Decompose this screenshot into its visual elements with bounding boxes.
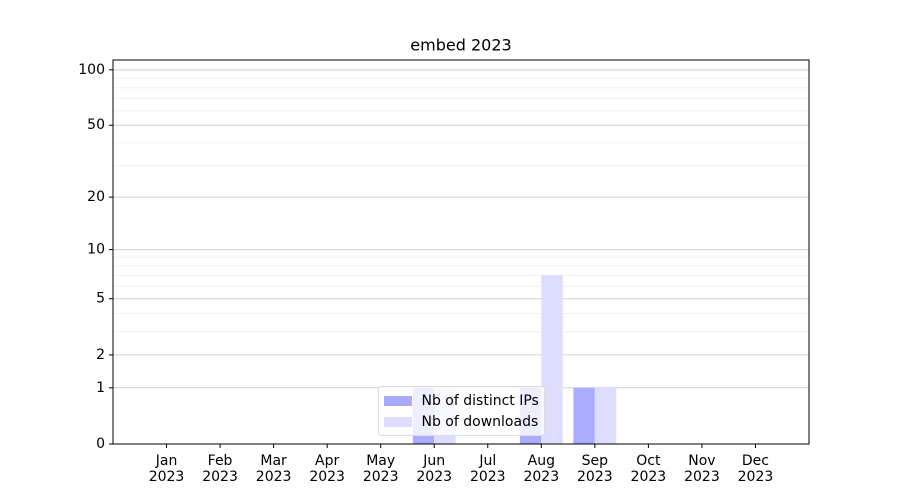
x-tick-label: Feb 2023 xyxy=(202,453,238,485)
x-tick-label: Sep 2023 xyxy=(577,453,613,485)
x-tick-label: Dec 2023 xyxy=(737,453,774,485)
y-tick-label: 2 xyxy=(96,347,105,363)
legend-label: Nb of distinct IPs xyxy=(421,392,539,409)
legend-item: Nb of distinct IPs xyxy=(383,390,539,411)
plot-frame xyxy=(112,59,810,445)
legend: Nb of distinct IPs Nb of downloads xyxy=(377,386,545,436)
x-tick-label: Jul 2023 xyxy=(469,453,506,485)
x-tick-label: May 2023 xyxy=(362,453,399,485)
y-tick-label: 0 xyxy=(96,436,105,452)
legend-swatch xyxy=(383,395,412,406)
y-tick-label: 10 xyxy=(87,242,105,258)
y-tick-label: 100 xyxy=(78,62,105,78)
bar xyxy=(573,387,595,444)
bar xyxy=(594,387,617,444)
x-tick-label: Mar 2023 xyxy=(255,453,292,485)
x-tick-label: Jun 2023 xyxy=(416,453,453,485)
x-tick-label: Nov 2023 xyxy=(684,453,720,485)
legend-swatch xyxy=(383,416,412,427)
x-tick-label: Jan 2023 xyxy=(148,453,185,485)
x-tick-label: Aug 2023 xyxy=(523,453,560,485)
chart-title: embed 2023 xyxy=(410,36,511,55)
x-tick-label: Apr 2023 xyxy=(309,453,345,485)
y-tick-label: 20 xyxy=(87,189,105,205)
x-tick-label: Oct 2023 xyxy=(630,453,667,485)
y-tick-label: 5 xyxy=(96,291,105,307)
y-tick-label: 50 xyxy=(87,117,105,133)
legend-item: Nb of downloads xyxy=(383,411,539,432)
legend-label: Nb of downloads xyxy=(421,413,539,430)
bar xyxy=(541,275,563,444)
y-tick-label: 1 xyxy=(96,380,105,396)
